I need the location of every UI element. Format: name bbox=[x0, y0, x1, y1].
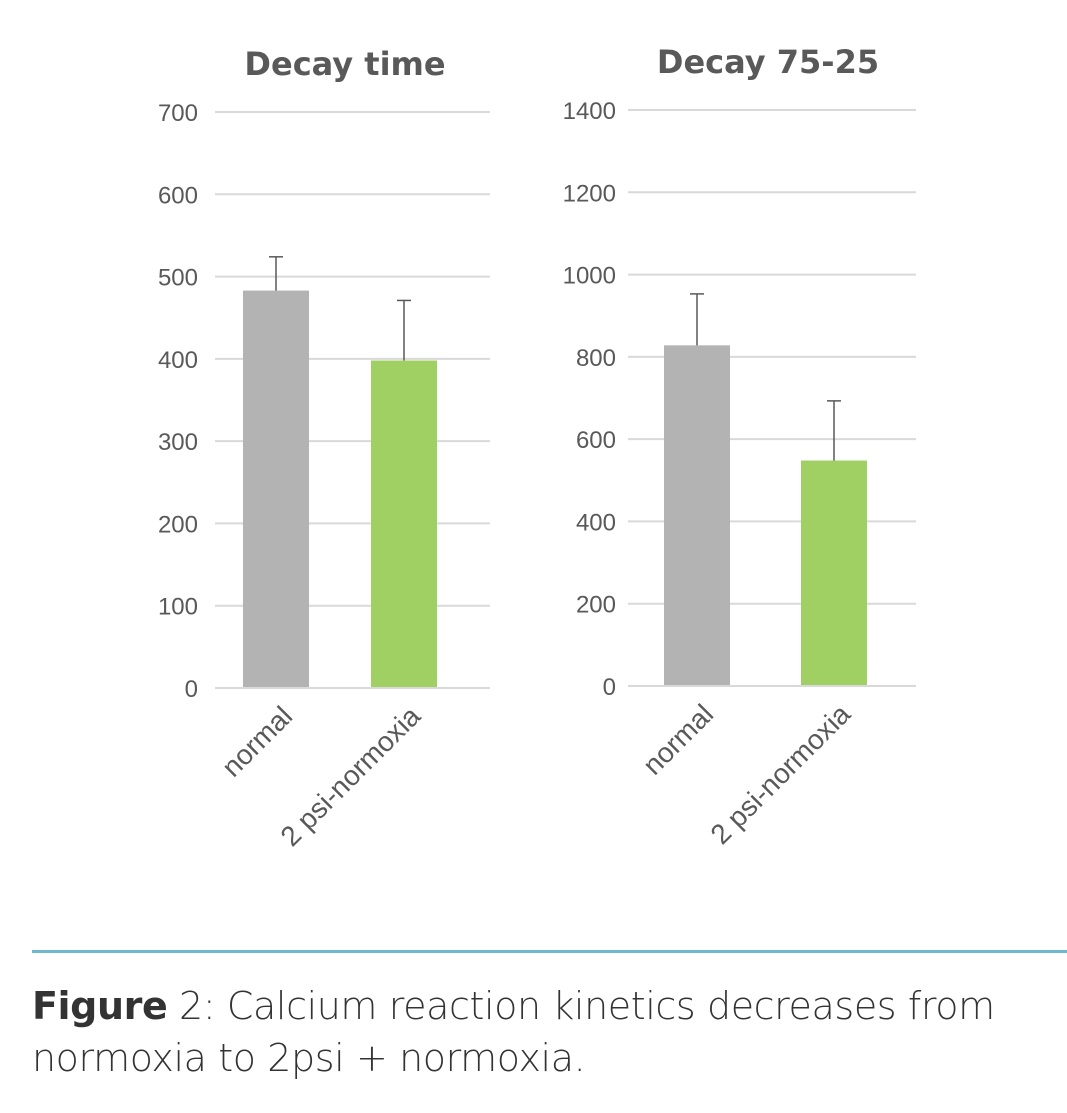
chart-1-title: Decay time bbox=[244, 45, 445, 83]
y-tick-label: 200 bbox=[576, 592, 616, 619]
caption-prefix: Figure bbox=[32, 984, 168, 1028]
y-tick-label: 100 bbox=[158, 594, 198, 621]
figure-charts: Decay time0100200300400500600700normal2 … bbox=[158, 43, 916, 852]
figure-caption: Figure 2: Calcium reaction kinetics decr… bbox=[32, 980, 1042, 1084]
y-tick-label: 800 bbox=[576, 345, 616, 372]
x-category-label: normal bbox=[637, 698, 719, 780]
bar-normal bbox=[664, 345, 730, 686]
caption-divider bbox=[32, 950, 1067, 953]
caption-text: 2: Calcium reaction kinetics decreases f… bbox=[32, 984, 995, 1080]
y-tick-label: 1400 bbox=[563, 98, 616, 125]
bar-psi-normoxia bbox=[371, 360, 437, 688]
y-tick-label: 1000 bbox=[563, 263, 616, 290]
y-tick-label: 400 bbox=[576, 509, 616, 536]
y-tick-label: 600 bbox=[158, 182, 198, 209]
y-tick-label: 500 bbox=[158, 265, 198, 292]
y-tick-label: 200 bbox=[158, 511, 198, 538]
y-tick-label: 700 bbox=[158, 100, 198, 127]
y-tick-label: 0 bbox=[185, 676, 198, 703]
bar-normal bbox=[243, 290, 309, 688]
x-category-label: 2 psi-normoxia bbox=[704, 698, 856, 850]
y-tick-label: 400 bbox=[158, 347, 198, 374]
chart-2-title: Decay 75-25 bbox=[657, 43, 879, 81]
y-tick-label: 1200 bbox=[563, 180, 616, 207]
y-tick-label: 0 bbox=[603, 674, 616, 701]
y-tick-label: 600 bbox=[576, 427, 616, 454]
x-category-label: normal bbox=[216, 700, 298, 782]
y-tick-label: 300 bbox=[158, 429, 198, 456]
bar-psi-normoxia bbox=[801, 460, 867, 686]
